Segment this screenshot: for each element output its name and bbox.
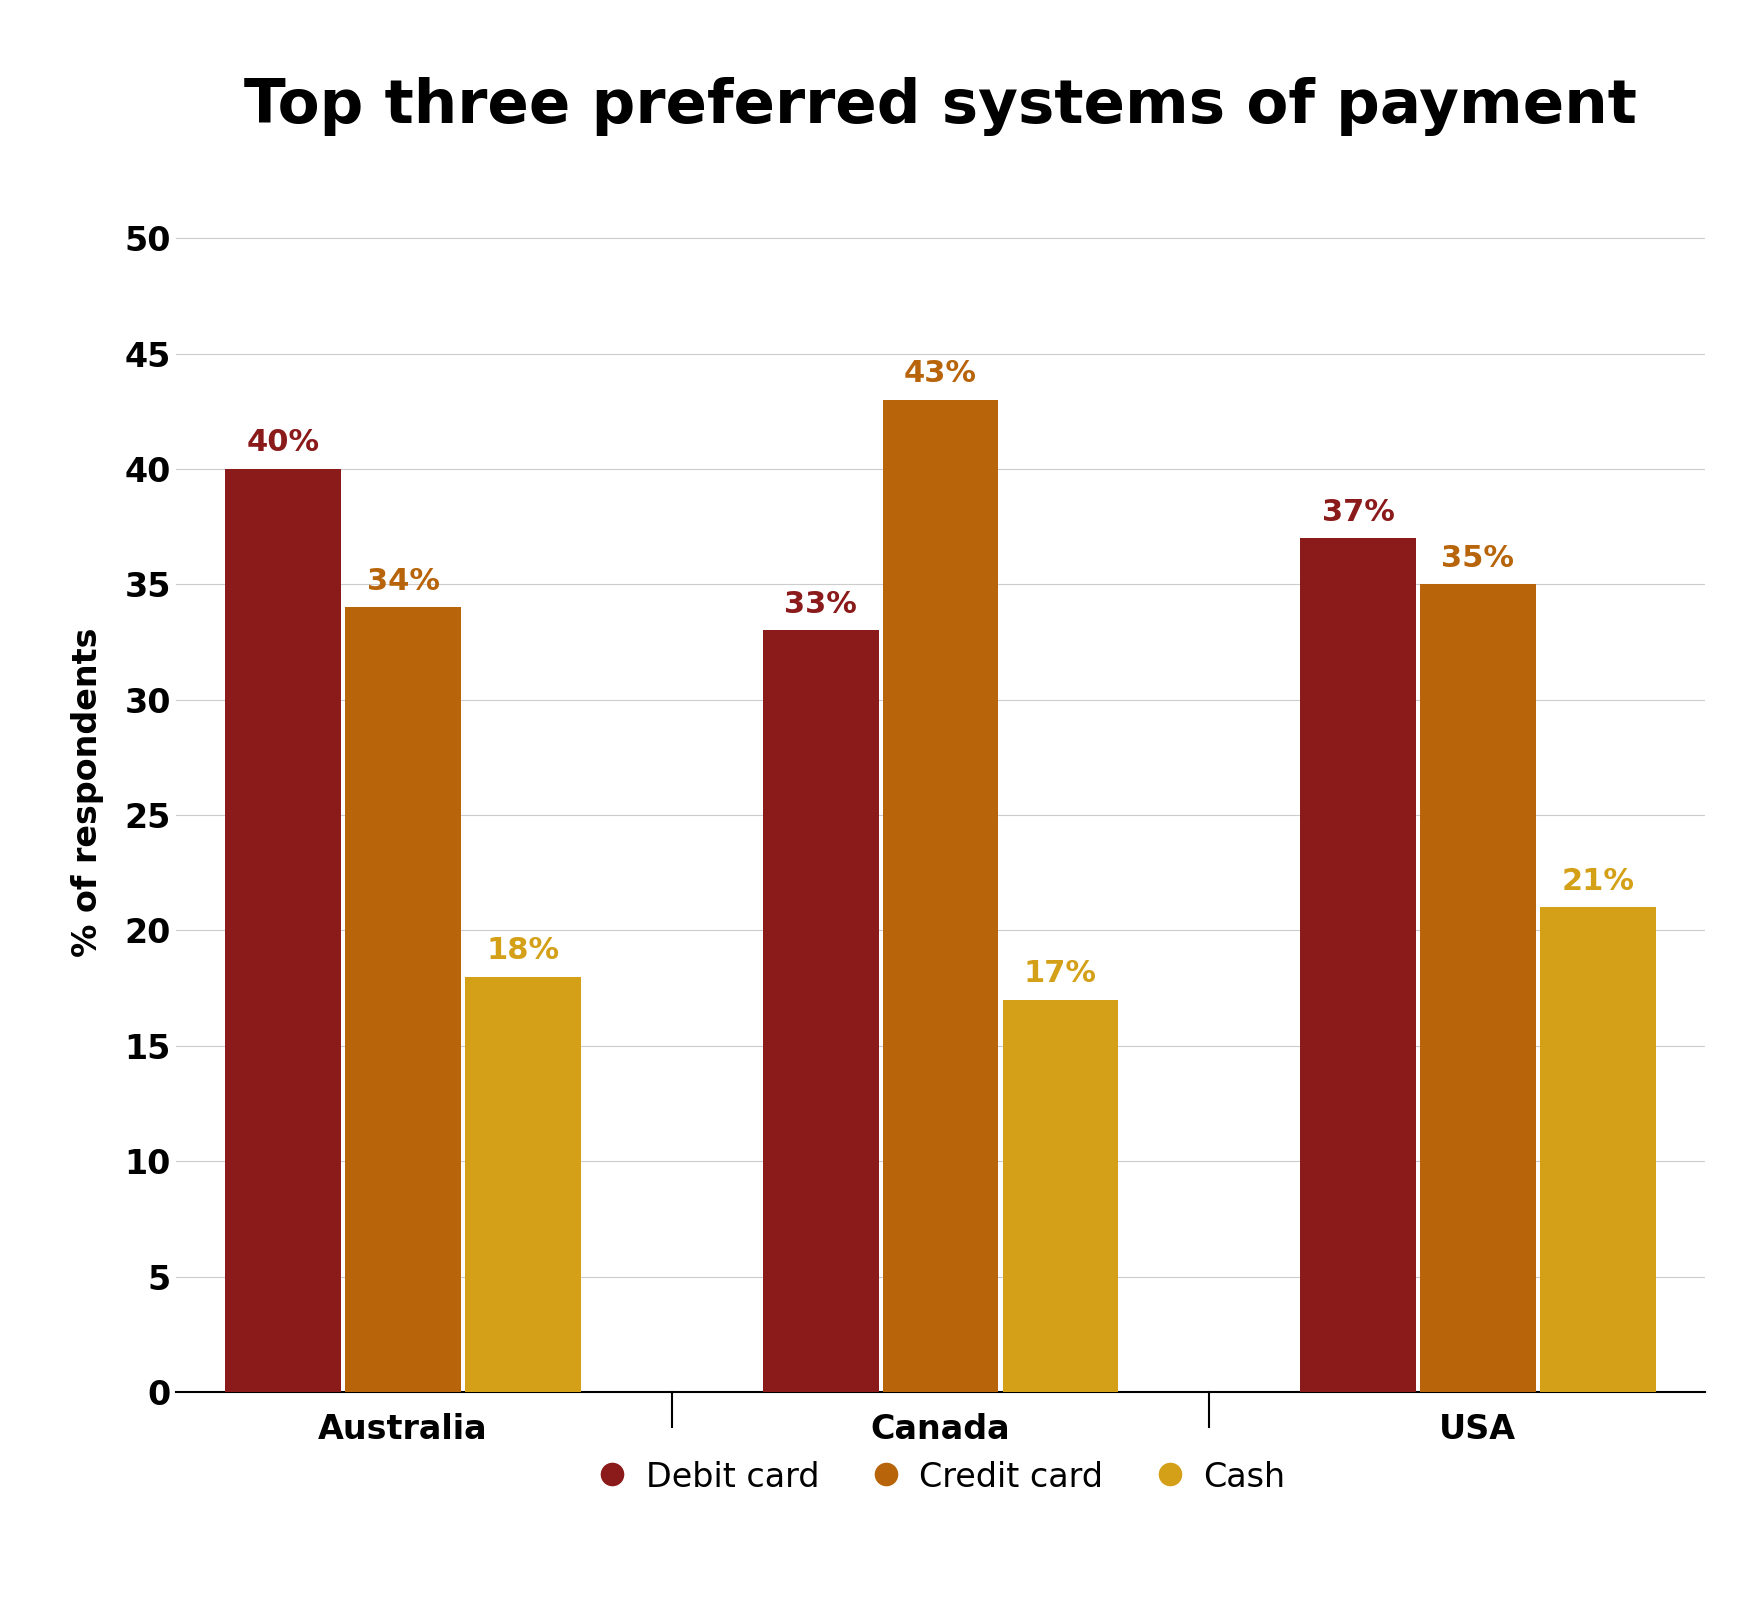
Bar	[225, 469, 341, 1392]
Bar	[1300, 538, 1414, 1392]
Text: 37%: 37%	[1321, 498, 1393, 526]
Text: 17%: 17%	[1023, 958, 1096, 989]
Bar	[466, 976, 580, 1392]
Bar	[1420, 584, 1536, 1392]
Text: 33%: 33%	[784, 590, 857, 619]
Title: Top three preferred systems of payment: Top three preferred systems of payment	[244, 77, 1636, 136]
Bar	[763, 630, 878, 1392]
Bar	[344, 608, 460, 1392]
Bar	[1001, 1000, 1117, 1392]
Text: 43%: 43%	[903, 358, 977, 389]
Text: 40%: 40%	[246, 429, 320, 458]
Bar	[1539, 907, 1655, 1392]
Legend: Debit card, Credit card, Cash: Debit card, Credit card, Cash	[582, 1448, 1298, 1507]
Y-axis label: % of respondents: % of respondents	[70, 627, 104, 957]
Text: 21%: 21%	[1560, 867, 1634, 896]
Text: 18%: 18%	[487, 936, 559, 965]
Text: 35%: 35%	[1441, 544, 1513, 573]
Text: 34%: 34%	[367, 566, 439, 595]
Bar	[882, 400, 998, 1392]
